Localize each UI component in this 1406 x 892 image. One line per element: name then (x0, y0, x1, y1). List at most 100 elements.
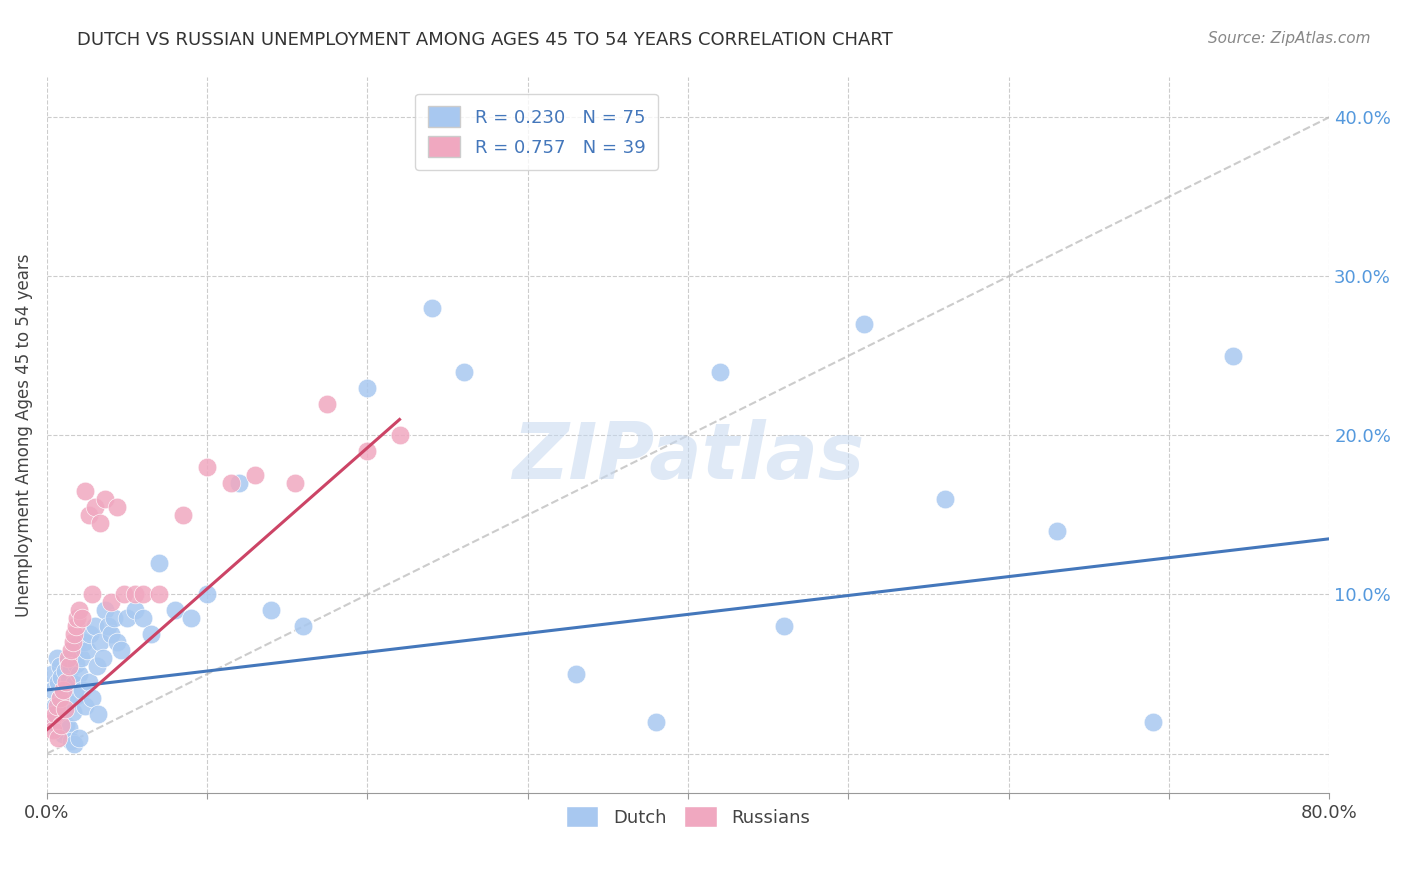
Point (45, 706, 67, 721)
Point (69, 651, 91, 665)
Point (84, 619, 107, 633)
Point (124, 587, 146, 601)
Point (46, 723, 69, 737)
Point (115, 611, 138, 625)
Point (388, 428, 411, 442)
Point (148, 556, 170, 570)
Point (75, 698, 97, 713)
Point (284, 476, 307, 491)
Point (77, 675, 100, 690)
Point (46, 731, 69, 745)
Point (56, 651, 79, 665)
Point (62, 648, 84, 662)
Point (292, 619, 315, 633)
Point (41, 667, 63, 681)
Point (87, 706, 110, 721)
Point (139, 627, 162, 641)
Point (70, 682, 93, 697)
Point (55, 675, 77, 690)
Point (67, 667, 90, 681)
Point (48, 690, 70, 705)
Point (76, 643, 98, 657)
Point (228, 476, 250, 491)
Point (245, 468, 267, 483)
Point (79, 627, 101, 641)
Point (58, 673, 80, 688)
Point (52, 727, 75, 741)
Point (59, 734, 82, 748)
Text: Source: ZipAtlas.com: Source: ZipAtlas.com (1208, 31, 1371, 46)
Point (42, 723, 65, 737)
Point (44, 698, 66, 713)
Point (52, 686, 75, 700)
Point (853, 317, 876, 331)
Point (44, 714, 66, 729)
Point (58, 659, 80, 673)
Point (73, 635, 96, 649)
Point (934, 491, 956, 506)
Point (56, 696, 79, 710)
Point (51, 670, 73, 684)
Point (48, 690, 70, 705)
Point (55, 680, 77, 694)
Point (148, 587, 170, 601)
Point (356, 381, 378, 395)
Point (219, 476, 242, 491)
Point (63, 676, 86, 690)
Text: ZIPatlas: ZIPatlas (512, 419, 865, 495)
Point (45, 698, 67, 713)
Point (53, 664, 76, 678)
Point (44, 706, 66, 721)
Point (180, 611, 202, 625)
Point (62, 705, 84, 719)
Point (195, 587, 218, 601)
Point (45, 651, 67, 665)
Point (420, 301, 443, 315)
Point (110, 643, 132, 657)
Point (53, 702, 76, 716)
Point (59, 661, 82, 675)
Point (48, 659, 70, 673)
Point (80, 587, 103, 601)
Point (316, 396, 339, 410)
Point (107, 500, 129, 514)
Legend: Dutch, Russians: Dutch, Russians (558, 799, 817, 834)
Point (66, 611, 89, 625)
Point (67, 603, 90, 617)
Point (46, 675, 69, 690)
Point (112, 587, 135, 601)
Point (100, 595, 122, 609)
Y-axis label: Unemployment Among Ages 45 to 54 years: Unemployment Among Ages 45 to 54 years (15, 253, 32, 617)
Point (75, 484, 97, 499)
Point (89, 516, 111, 530)
Point (356, 444, 378, 458)
Point (86, 659, 108, 673)
Point (172, 508, 194, 522)
Point (59, 643, 82, 657)
Point (70, 611, 93, 625)
Point (453, 365, 475, 379)
Point (773, 619, 796, 633)
Point (53, 702, 76, 716)
Point (65, 619, 87, 633)
Point (51, 712, 73, 726)
Point (645, 714, 668, 729)
Point (65, 690, 87, 704)
Point (103, 611, 125, 625)
Point (62, 635, 84, 649)
Point (260, 603, 283, 617)
Point (55, 718, 77, 732)
Point (1046, 524, 1069, 538)
Point (63, 627, 86, 641)
Point (91, 651, 114, 665)
Point (67, 731, 90, 745)
Point (56, 654, 79, 668)
Point (42, 682, 65, 697)
Point (97, 619, 120, 633)
Point (65, 657, 87, 672)
Point (132, 587, 155, 601)
Point (132, 611, 155, 625)
Point (63, 737, 86, 751)
Point (124, 603, 146, 617)
Point (165, 603, 187, 617)
